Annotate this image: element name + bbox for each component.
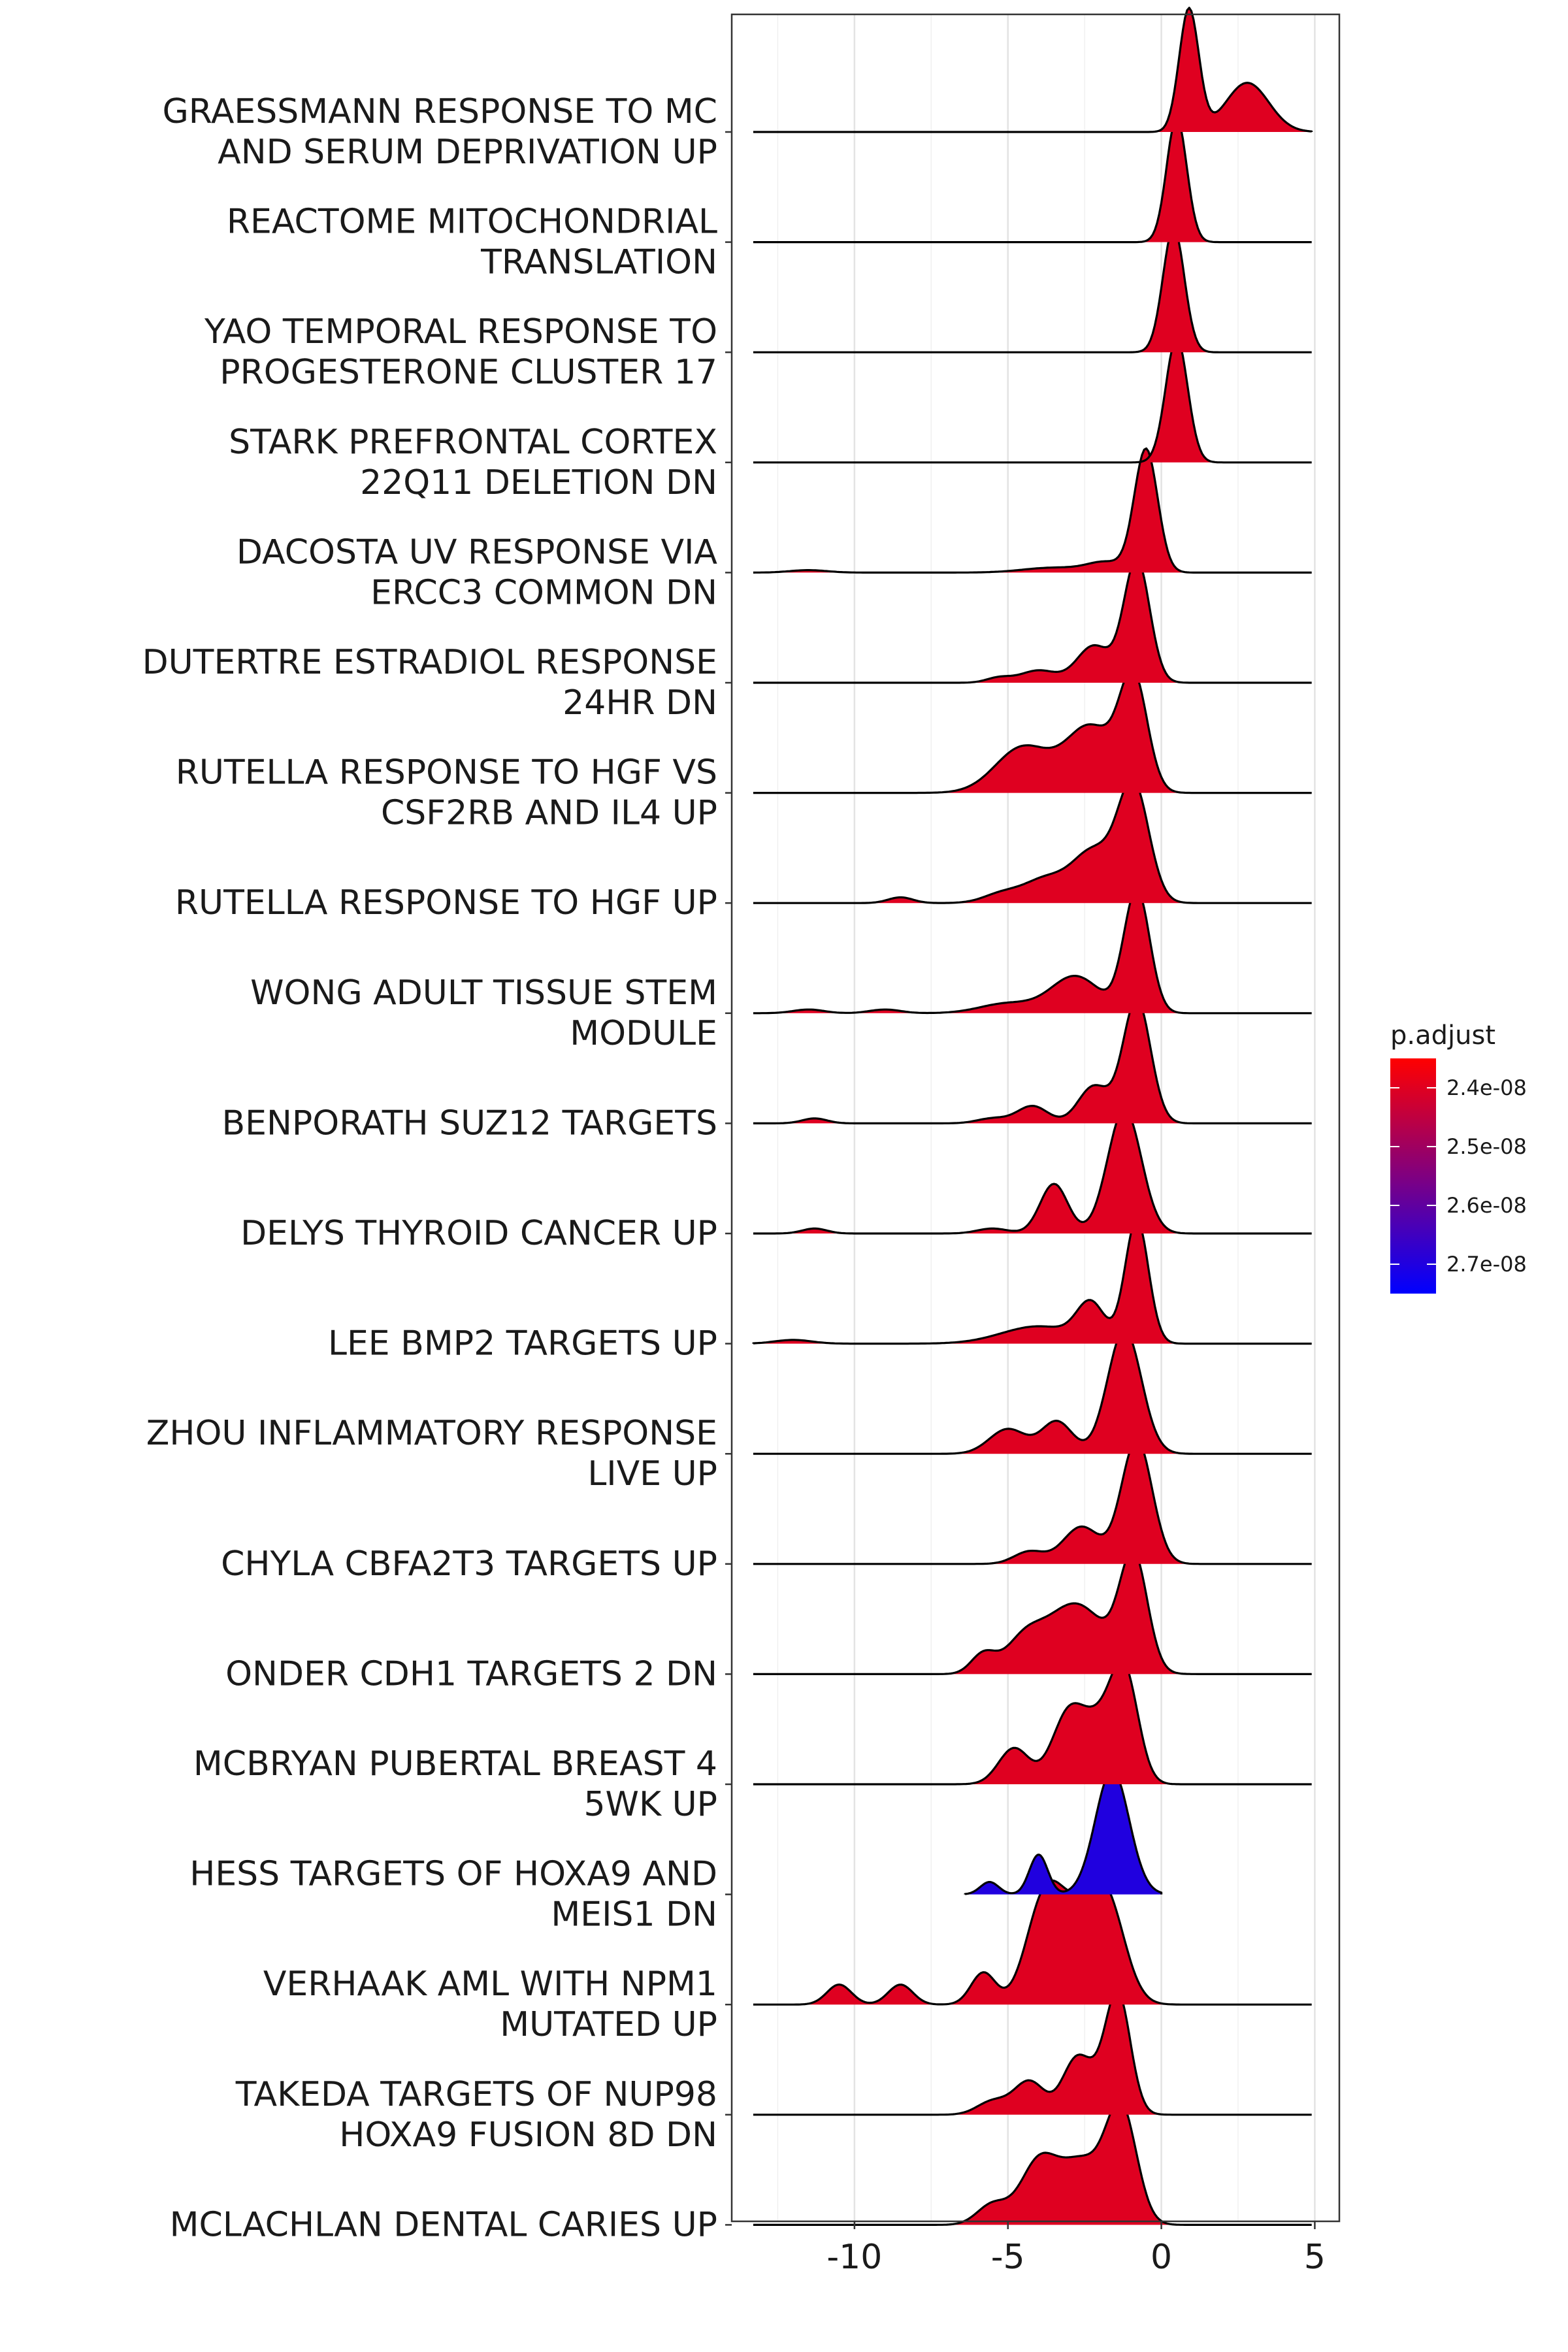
ridge-density [753,447,1312,574]
y-tick-label: CHYLA CBFA2T3 TARGETS UP [221,1544,717,1584]
y-tick-label: ONDER CDH1 TARGETS 2 DN [225,1654,717,1693]
ridge-density [753,7,1313,133]
x-tick-label: -10 [826,2238,882,2277]
ridge-density [753,1659,1312,1786]
ridge-density [753,777,1312,904]
ridge-density [753,557,1312,684]
ridge-density [753,1328,1312,1455]
y-tick-label: TAKEDA TARGETS OF NUP98 HOXA9 FUSION 8D D… [235,2075,717,2155]
y-tick-label: WONG ADULT TISSUE STEM MODULE [250,973,717,1053]
y-tick-label: RUTELLA RESPONSE TO HGF UP [175,883,717,923]
y-tick-label: STARK PREFRONTAL CORTEX 22Q11 DELETION DN [229,423,717,502]
ridge-density [753,1989,1312,2116]
y-tick-label: DACOSTA UV RESPONSE VIA ERCC3 COMMON DN [237,532,718,612]
y-tick-label: MCBRYAN PUBERTAL BREAST 4 5WK UP [193,1744,717,1824]
y-tick-label: DELYS THYROID CANCER UP [240,1214,717,1253]
x-tick-label: 5 [1304,2238,1326,2277]
legend-tick-label: 2.6e-08 [1446,1193,1527,1218]
ridge-density [753,1439,1312,1565]
ridge-density [753,337,1312,464]
y-tick-label: REACTOME MITOCHONDRIAL TRANSLATION [227,203,717,282]
ridge-density [753,1879,1312,2006]
y-tick-label: GRAESSMANN RESPONSE TO MC AND SERUM DEPRI… [163,92,718,172]
y-tick-label: YAO TEMPORAL RESPONSE TO PROGESTERONE CLU… [204,312,717,392]
ridge-density [753,2099,1312,2226]
y-tick-label: VERHAAK AML WITH NPM1 MUTATED UP [263,1965,717,2044]
x-tick-label: 0 [1151,2238,1172,2277]
x-axis: -10 -5 0 5 [826,2221,1326,2277]
ridge-density [753,117,1312,244]
legend-title: p.adjust [1390,1021,1495,1051]
y-axis-labels: MCLACHLAN DENTAL CARIES UP TAKEDA TARGETS… [142,92,732,2244]
ridge-density [964,1769,1163,1895]
x-tick-label: -5 [991,2238,1025,2277]
legend-tick-label: 2.5e-08 [1446,1134,1527,1159]
ridge-density [753,888,1312,1015]
ridge-density [753,668,1312,794]
ridge-density [753,227,1312,353]
y-tick-label: BENPORATH SUZ12 TARGETS [222,1103,718,1143]
y-tick-label: HESS TARGETS OF HOXA9 AND MEIS1 DN [189,1855,717,1935]
y-tick-label: ZHOU INFLAMMATORY RESPONSE LIVE UP [146,1414,717,1494]
legend: p.adjust 2.4e-08 2.5e-08 2.6e-08 2.7e-08 [1390,1021,1527,1294]
ridges [752,7,1313,2226]
legend-tick-label: 2.4e-08 [1446,1075,1527,1100]
ridge-density [753,998,1312,1124]
y-tick-label: RUTELLA RESPONSE TO HGF VS CSF2RB AND IL4… [176,753,717,833]
ridge-density [753,1548,1312,1675]
y-tick-label: LEE BMP2 TARGETS UP [328,1324,717,1364]
ridge-density [752,1218,1312,1345]
legend-tick-label: 2.7e-08 [1446,1252,1527,1277]
y-tick-label: DUTERTRE ESTRADIOL RESPONSE 24HR DN [142,643,717,723]
y-tick-label: MCLACHLAN DENTAL CARIES UP [170,2205,717,2244]
plot-panel-border [730,13,1341,2223]
legend-colorbar [1390,1058,1436,1294]
ridge-density [753,1108,1312,1235]
